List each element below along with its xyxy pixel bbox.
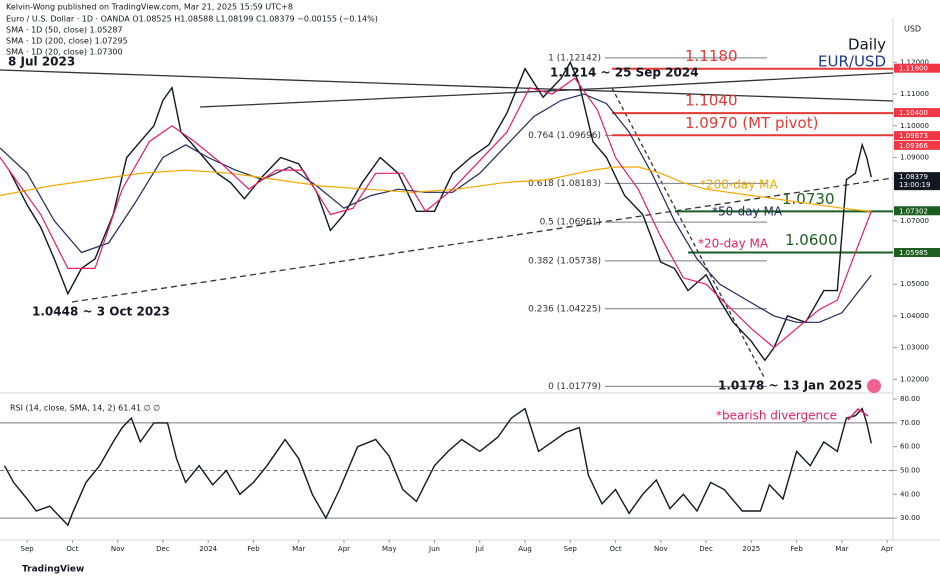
- annotation: *50-day MA: [712, 205, 783, 219]
- x-tick-label: Nov: [111, 545, 125, 553]
- series-line: [3, 407, 872, 527]
- x-tick-label: Mar: [835, 545, 848, 553]
- price-tag: [894, 206, 940, 216]
- trendline: [611, 72, 894, 89]
- x-tick-label: Apr: [881, 545, 893, 553]
- y-tick-label: 1.02000: [900, 375, 929, 383]
- price-tag: [894, 140, 940, 150]
- y-tick-label: 50.00: [900, 466, 920, 474]
- footer: TradingView: [22, 565, 84, 575]
- annotation: *20-day MA: [698, 237, 769, 251]
- icon: [867, 379, 881, 393]
- y-tick-label: 60.00: [900, 443, 920, 451]
- fib-label: 0.5 (1.06961): [540, 218, 601, 228]
- y-tick-label: 1.04000: [900, 312, 929, 320]
- currency-label: USD: [904, 25, 921, 34]
- price-tag: [894, 131, 940, 141]
- y-tick-label: 1.07000: [900, 217, 929, 225]
- annotation: *bearish divergence: [716, 409, 837, 423]
- x-tick-label: Dec: [156, 545, 170, 553]
- y-tick-label: 1.10000: [900, 122, 929, 130]
- y-tick-label: 30.00: [900, 514, 920, 522]
- legend-line: SMA · 1D (50, close) 1.05287: [6, 26, 123, 35]
- level-label: 1.1180: [685, 47, 738, 65]
- legend-line: Euro / U.S. Dollar · 1D · OANDA O1.08525…: [6, 15, 378, 24]
- x-tick-label: 2025: [742, 545, 760, 553]
- legend-line: SMA · 1D (20, close) 1.07300: [6, 48, 123, 57]
- fib-label: 0 (1.01779): [548, 382, 601, 392]
- x-tick-label: Aug: [518, 545, 532, 553]
- x-tick-label: Oct: [66, 545, 78, 553]
- series-line: [0, 166, 872, 213]
- trendline: [611, 87, 766, 380]
- x-tick-label: Apr: [338, 545, 350, 553]
- x-tick-label: May: [382, 545, 396, 553]
- annotation: 1.0448 ~ 3 Oct 2023: [32, 305, 170, 319]
- x-tick-label: Nov: [654, 545, 668, 553]
- x-tick-label: Sep: [21, 545, 35, 553]
- price-tag-label: 1.08379: [899, 173, 928, 181]
- chart-subtitle: EUR/USD: [818, 53, 886, 71]
- level-label: 1.1040: [685, 92, 738, 110]
- price-tag: [894, 63, 940, 73]
- y-tick-label: 1.09000: [900, 153, 929, 161]
- price-tag: [894, 172, 940, 191]
- fib-label: 0.236 (1.04225): [528, 304, 601, 314]
- level-label: 1.0730: [782, 190, 835, 208]
- trendline: [0, 69, 894, 102]
- price-tag-label: 1.07302: [899, 207, 928, 215]
- y-tick-label: 1.12000: [900, 58, 929, 66]
- legend-line: SMA · 1D (200, close) 1.07295: [6, 37, 128, 46]
- price-tag: [894, 248, 940, 258]
- fib-label: 1 (1.12142): [548, 53, 601, 63]
- x-tick-label: Dec: [699, 545, 713, 553]
- fib-label: 0.764 (1.09696): [528, 131, 601, 141]
- series-line: [8, 60, 872, 362]
- y-tick-label: 70.00: [900, 419, 920, 427]
- price-tag: [894, 108, 940, 118]
- x-tick-label: Feb: [247, 545, 260, 553]
- annotation: 1.0178 ~ 13 Jan 2025: [718, 379, 862, 393]
- price-tag-label: 1.09366: [899, 142, 928, 150]
- y-tick-label: 1.05000: [900, 280, 929, 288]
- price-tag-label: 1.11800: [899, 65, 928, 73]
- price-tag-label: 1.10400: [899, 109, 928, 117]
- chart-title: Daily: [848, 36, 886, 54]
- y-tick-label: 1.11000: [900, 90, 929, 98]
- x-tick-label: Sep: [564, 545, 578, 553]
- annotation: 1.1214 ~ 25 Sep 2024: [550, 66, 699, 80]
- divergence-arrow: [847, 408, 869, 421]
- trendline: [71, 177, 894, 303]
- series-line: [0, 77, 872, 349]
- fib-label: 0.618 (1.08183): [528, 179, 601, 189]
- rsi-title: RSI (14, close, SMA, 14, 2) 61.41 ∅ ∅: [10, 404, 160, 413]
- fib-label: 0.382 (1.05738): [528, 256, 601, 266]
- y-tick-label: 80.00: [900, 395, 920, 403]
- y-tick-label: 1.03000: [900, 344, 929, 352]
- level-label: 1.0970 (MT pivot): [685, 114, 818, 132]
- publisher: Kelvin-Wong published on TradingView.com…: [6, 3, 293, 12]
- x-tick-label: Mar: [292, 545, 305, 553]
- x-tick-label: Oct: [609, 545, 621, 553]
- price-tag-label: 1.09673: [899, 132, 928, 140]
- x-tick-label: Jun: [428, 545, 440, 553]
- x-tick-label: Feb: [790, 545, 803, 553]
- countdown: 13:00:19: [899, 181, 930, 189]
- level-label: 1.0600: [785, 231, 838, 249]
- x-tick-label: 2024: [199, 545, 217, 553]
- y-tick-label: 40.00: [900, 490, 920, 498]
- price-tag-label: 1.05985: [899, 249, 928, 257]
- annotation: 8 Jul 2023: [8, 55, 75, 69]
- x-tick-label: Jul: [475, 545, 485, 553]
- annotation: *200-day MA: [700, 178, 778, 192]
